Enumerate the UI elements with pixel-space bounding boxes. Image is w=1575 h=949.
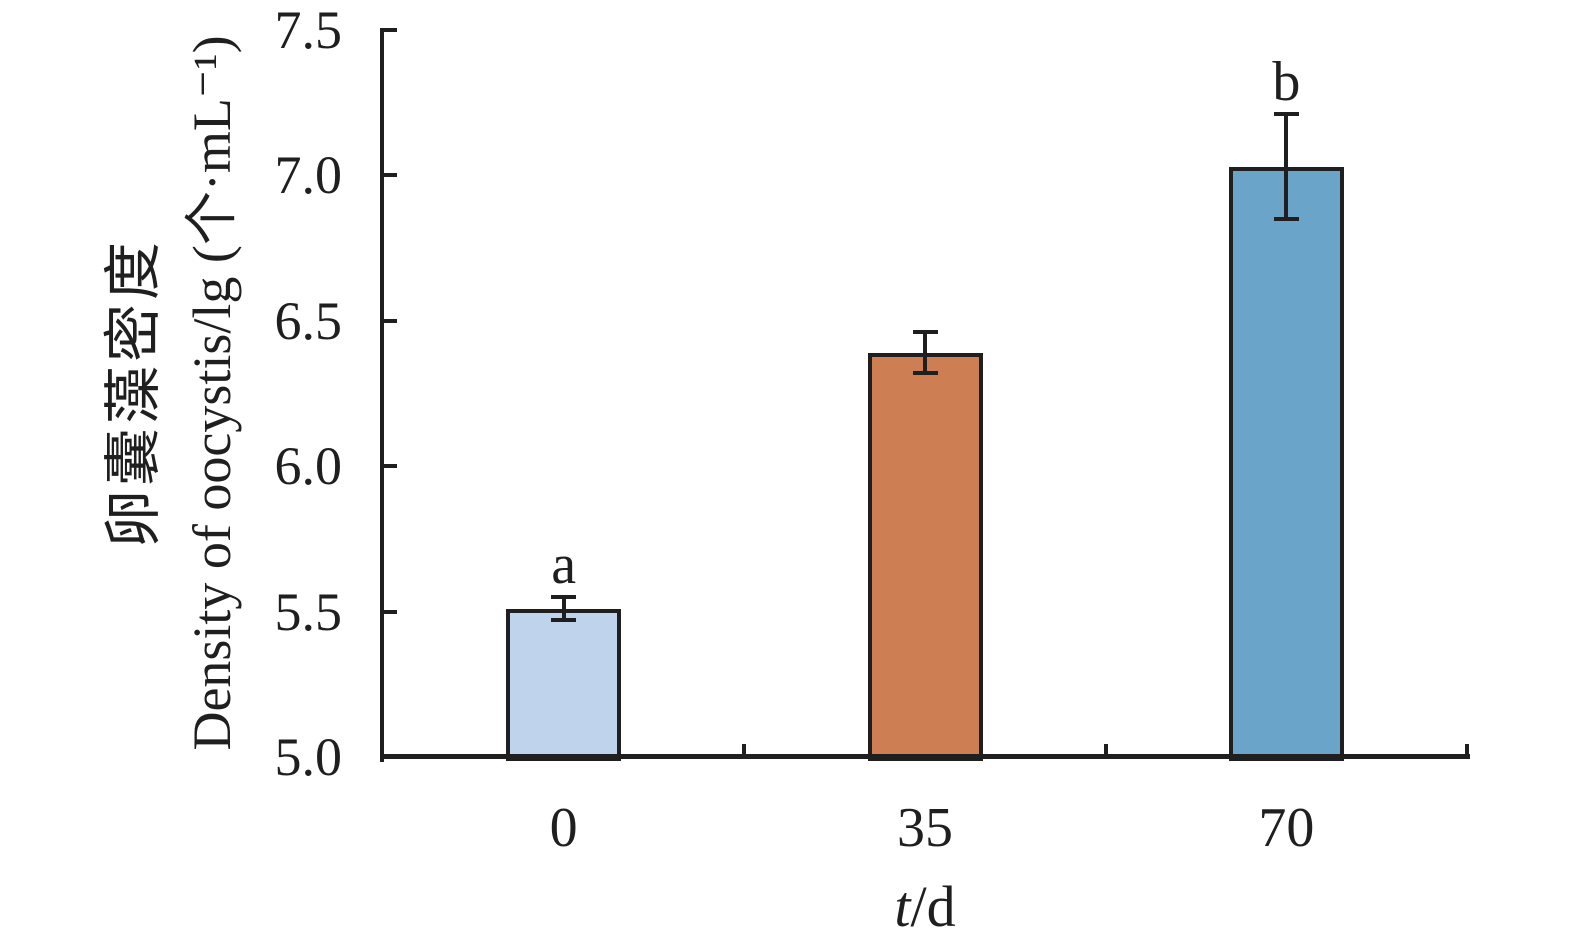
error-bar-cap-bottom bbox=[1273, 217, 1299, 222]
error-bar-line bbox=[1284, 114, 1289, 220]
x-axis-title-variable: t bbox=[894, 874, 911, 939]
x-tick-label: 0 bbox=[549, 797, 578, 859]
y-tick-label: 5.0 bbox=[274, 727, 343, 787]
bar bbox=[506, 608, 622, 761]
y-tick-label: 7.5 bbox=[274, 0, 343, 60]
bar bbox=[867, 352, 983, 761]
y-tick-label: 7.0 bbox=[274, 145, 343, 206]
y-tick-label: 6.5 bbox=[274, 290, 343, 351]
y-axis-tick bbox=[384, 28, 397, 32]
y-axis-label-english: Density of oocystis/lg (个·mL⁻¹) bbox=[182, 35, 242, 751]
y-axis-line bbox=[380, 28, 384, 762]
x-axis-title-unit: /d bbox=[910, 874, 956, 939]
error-bar-line bbox=[561, 597, 566, 621]
error-bar-cap-top bbox=[551, 595, 577, 600]
y-axis-label-chinese: 卵囊藻密度 bbox=[101, 237, 166, 549]
x-axis-title: t/d bbox=[894, 878, 955, 936]
x-axis-tick bbox=[742, 744, 747, 757]
x-tick-label: 70 bbox=[1258, 797, 1315, 859]
y-tick-label: 6.0 bbox=[274, 436, 343, 497]
significance-letter: a bbox=[551, 534, 577, 597]
x-tick-label: 35 bbox=[897, 797, 953, 859]
x-axis-line bbox=[380, 754, 1470, 759]
error-bar-cap-bottom bbox=[912, 371, 938, 376]
y-tick-label: 5.5 bbox=[274, 581, 343, 642]
error-bar-cap-top bbox=[912, 330, 938, 335]
significance-letter: b bbox=[1272, 51, 1301, 114]
y-axis-tick bbox=[384, 318, 397, 323]
y-axis-tick bbox=[384, 464, 397, 469]
x-axis-tick bbox=[1465, 744, 1469, 757]
error-bar-cap-bottom bbox=[551, 618, 577, 623]
y-axis-label: 卵囊藻密度 Density of oocystis/lg (个·mL⁻¹) bbox=[94, 35, 250, 750]
error-bar-line bbox=[923, 332, 927, 374]
bar bbox=[1228, 166, 1344, 761]
y-axis-tick bbox=[384, 609, 397, 614]
error-bar-cap-top bbox=[1273, 112, 1299, 117]
y-axis-tick bbox=[384, 173, 397, 178]
x-axis-tick bbox=[1103, 744, 1108, 757]
